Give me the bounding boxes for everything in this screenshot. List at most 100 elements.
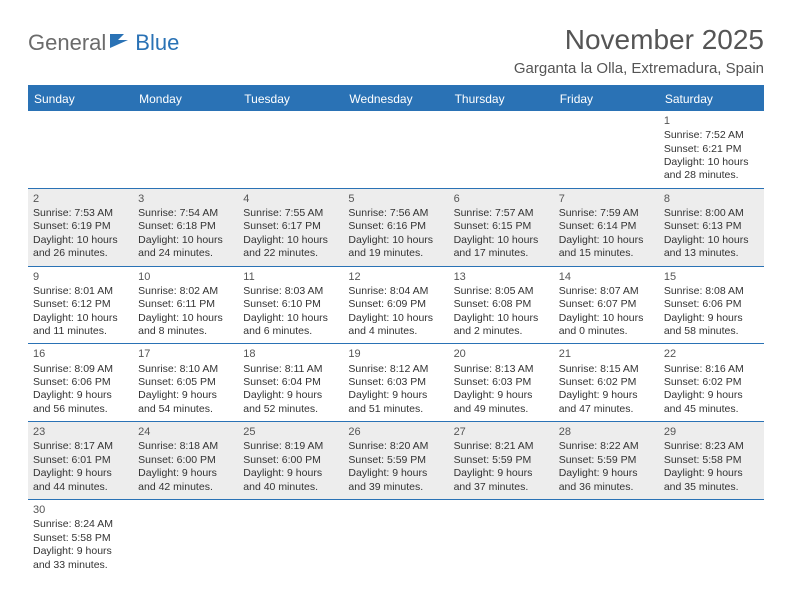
daylight-text: Daylight: 9 hours and 44 minutes. bbox=[33, 467, 128, 494]
daylight-text: Daylight: 9 hours and 49 minutes. bbox=[454, 389, 549, 416]
daylight-text: Daylight: 10 hours and 28 minutes. bbox=[664, 156, 759, 183]
sunset-text: Sunset: 6:04 PM bbox=[243, 376, 338, 389]
title-block: November 2025 Garganta la Olla, Extremad… bbox=[514, 24, 764, 77]
col-wednesday: Wednesday bbox=[343, 86, 448, 111]
header: General Blue November 2025 Garganta la O… bbox=[28, 24, 764, 77]
day-number: 14 bbox=[559, 270, 654, 284]
sunrise-text: Sunrise: 8:18 AM bbox=[138, 440, 233, 453]
sunset-text: Sunset: 6:01 PM bbox=[33, 454, 128, 467]
day-cell: 16Sunrise: 8:09 AMSunset: 6:06 PMDayligh… bbox=[28, 344, 133, 422]
sunrise-text: Sunrise: 8:15 AM bbox=[559, 363, 654, 376]
day-cell: 5Sunrise: 7:56 AMSunset: 6:16 PMDaylight… bbox=[343, 188, 448, 266]
day-number: 12 bbox=[348, 270, 443, 284]
daylight-text: Daylight: 9 hours and 56 minutes. bbox=[33, 389, 128, 416]
day-number: 17 bbox=[138, 347, 233, 361]
day-cell: 8Sunrise: 8:00 AMSunset: 6:13 PMDaylight… bbox=[659, 188, 764, 266]
day-cell: 7Sunrise: 7:59 AMSunset: 6:14 PMDaylight… bbox=[554, 188, 659, 266]
day-cell: 21Sunrise: 8:15 AMSunset: 6:02 PMDayligh… bbox=[554, 344, 659, 422]
sunset-text: Sunset: 6:02 PM bbox=[664, 376, 759, 389]
week-row: 30Sunrise: 8:24 AMSunset: 5:58 PMDayligh… bbox=[28, 500, 764, 577]
day-cell: 14Sunrise: 8:07 AMSunset: 6:07 PMDayligh… bbox=[554, 266, 659, 344]
day-number: 24 bbox=[138, 425, 233, 439]
daylight-text: Daylight: 9 hours and 52 minutes. bbox=[243, 389, 338, 416]
week-row: 1Sunrise: 7:52 AMSunset: 6:21 PMDaylight… bbox=[28, 111, 764, 188]
day-number: 13 bbox=[454, 270, 549, 284]
day-cell: 20Sunrise: 8:13 AMSunset: 6:03 PMDayligh… bbox=[449, 344, 554, 422]
sunset-text: Sunset: 6:06 PM bbox=[33, 376, 128, 389]
logo-text-blue: Blue bbox=[135, 30, 179, 56]
daylight-text: Daylight: 9 hours and 39 minutes. bbox=[348, 467, 443, 494]
sunrise-text: Sunrise: 8:19 AM bbox=[243, 440, 338, 453]
daylight-text: Daylight: 10 hours and 24 minutes. bbox=[138, 234, 233, 261]
sunset-text: Sunset: 6:19 PM bbox=[33, 220, 128, 233]
col-saturday: Saturday bbox=[659, 86, 764, 111]
sunrise-text: Sunrise: 8:05 AM bbox=[454, 285, 549, 298]
daylight-text: Daylight: 9 hours and 37 minutes. bbox=[454, 467, 549, 494]
daylight-text: Daylight: 10 hours and 11 minutes. bbox=[33, 312, 128, 339]
daylight-text: Daylight: 9 hours and 40 minutes. bbox=[243, 467, 338, 494]
sunset-text: Sunset: 5:59 PM bbox=[559, 454, 654, 467]
sunrise-text: Sunrise: 7:55 AM bbox=[243, 207, 338, 220]
day-cell bbox=[238, 500, 343, 577]
sunrise-text: Sunrise: 7:57 AM bbox=[454, 207, 549, 220]
sunset-text: Sunset: 5:58 PM bbox=[33, 532, 128, 545]
day-cell bbox=[343, 500, 448, 577]
calendar-table: Sunday Monday Tuesday Wednesday Thursday… bbox=[28, 85, 764, 577]
day-cell: 6Sunrise: 7:57 AMSunset: 6:15 PMDaylight… bbox=[449, 188, 554, 266]
logo: General Blue bbox=[28, 30, 179, 56]
sunset-text: Sunset: 5:59 PM bbox=[348, 454, 443, 467]
col-thursday: Thursday bbox=[449, 86, 554, 111]
flag-icon bbox=[110, 32, 132, 55]
daylight-text: Daylight: 10 hours and 0 minutes. bbox=[559, 312, 654, 339]
day-cell bbox=[554, 111, 659, 188]
daylight-text: Daylight: 10 hours and 26 minutes. bbox=[33, 234, 128, 261]
sunrise-text: Sunrise: 8:17 AM bbox=[33, 440, 128, 453]
sunrise-text: Sunrise: 8:16 AM bbox=[664, 363, 759, 376]
daylight-text: Daylight: 9 hours and 58 minutes. bbox=[664, 312, 759, 339]
day-number: 29 bbox=[664, 425, 759, 439]
day-number: 23 bbox=[33, 425, 128, 439]
day-cell: 17Sunrise: 8:10 AMSunset: 6:05 PMDayligh… bbox=[133, 344, 238, 422]
sunset-text: Sunset: 6:05 PM bbox=[138, 376, 233, 389]
sunrise-text: Sunrise: 7:52 AM bbox=[664, 129, 759, 142]
sunset-text: Sunset: 6:18 PM bbox=[138, 220, 233, 233]
day-cell bbox=[28, 111, 133, 188]
day-number: 5 bbox=[348, 192, 443, 206]
day-cell: 22Sunrise: 8:16 AMSunset: 6:02 PMDayligh… bbox=[659, 344, 764, 422]
day-cell bbox=[659, 500, 764, 577]
sunset-text: Sunset: 6:21 PM bbox=[664, 143, 759, 156]
daylight-text: Daylight: 9 hours and 42 minutes. bbox=[138, 467, 233, 494]
sunrise-text: Sunrise: 8:22 AM bbox=[559, 440, 654, 453]
day-cell bbox=[343, 111, 448, 188]
daylight-text: Daylight: 10 hours and 8 minutes. bbox=[138, 312, 233, 339]
header-row: Sunday Monday Tuesday Wednesday Thursday… bbox=[28, 86, 764, 111]
day-number: 4 bbox=[243, 192, 338, 206]
day-cell: 1Sunrise: 7:52 AMSunset: 6:21 PMDaylight… bbox=[659, 111, 764, 188]
sunset-text: Sunset: 6:02 PM bbox=[559, 376, 654, 389]
day-cell: 18Sunrise: 8:11 AMSunset: 6:04 PMDayligh… bbox=[238, 344, 343, 422]
daylight-text: Daylight: 10 hours and 6 minutes. bbox=[243, 312, 338, 339]
day-cell: 29Sunrise: 8:23 AMSunset: 5:58 PMDayligh… bbox=[659, 422, 764, 500]
day-number: 28 bbox=[559, 425, 654, 439]
day-cell: 23Sunrise: 8:17 AMSunset: 6:01 PMDayligh… bbox=[28, 422, 133, 500]
day-number: 25 bbox=[243, 425, 338, 439]
day-cell: 4Sunrise: 7:55 AMSunset: 6:17 PMDaylight… bbox=[238, 188, 343, 266]
week-row: 9Sunrise: 8:01 AMSunset: 6:12 PMDaylight… bbox=[28, 266, 764, 344]
sunrise-text: Sunrise: 8:12 AM bbox=[348, 363, 443, 376]
sunset-text: Sunset: 6:15 PM bbox=[454, 220, 549, 233]
sunrise-text: Sunrise: 8:10 AM bbox=[138, 363, 233, 376]
day-number: 2 bbox=[33, 192, 128, 206]
week-row: 16Sunrise: 8:09 AMSunset: 6:06 PMDayligh… bbox=[28, 344, 764, 422]
daylight-text: Daylight: 10 hours and 15 minutes. bbox=[559, 234, 654, 261]
day-number: 18 bbox=[243, 347, 338, 361]
sunset-text: Sunset: 6:12 PM bbox=[33, 298, 128, 311]
day-cell: 27Sunrise: 8:21 AMSunset: 5:59 PMDayligh… bbox=[449, 422, 554, 500]
day-cell bbox=[449, 111, 554, 188]
col-sunday: Sunday bbox=[28, 86, 133, 111]
day-cell bbox=[133, 111, 238, 188]
day-number: 3 bbox=[138, 192, 233, 206]
calendar-body: 1Sunrise: 7:52 AMSunset: 6:21 PMDaylight… bbox=[28, 111, 764, 577]
day-number: 11 bbox=[243, 270, 338, 284]
sunrise-text: Sunrise: 7:53 AM bbox=[33, 207, 128, 220]
daylight-text: Daylight: 10 hours and 17 minutes. bbox=[454, 234, 549, 261]
